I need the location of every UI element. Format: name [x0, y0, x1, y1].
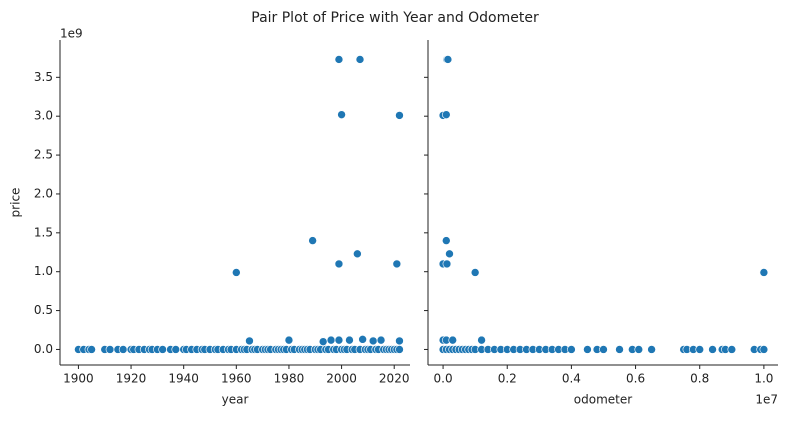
x-tick-label: 0.0	[434, 372, 453, 386]
scatter-point	[171, 345, 181, 354]
x-tick-label: 0.6	[626, 372, 645, 386]
scatter-point	[326, 335, 336, 345]
scatter-point	[442, 259, 452, 269]
scatter-point	[232, 268, 241, 277]
scatter-point	[615, 345, 624, 354]
y-axis-label: price	[9, 188, 23, 218]
scatter-point	[634, 345, 644, 354]
scatter-point	[353, 249, 362, 259]
x-tick-label: 1980	[274, 372, 305, 386]
y-tick-label: 1.5	[34, 225, 53, 239]
scatter-point	[583, 345, 592, 354]
scatter-point	[376, 335, 386, 345]
scatter-point	[441, 110, 451, 119]
scatter-point	[334, 55, 344, 64]
x-tick-label: 1900	[63, 372, 94, 386]
scatter-point	[337, 110, 346, 119]
x-axis-label: year	[222, 393, 249, 407]
y-tick-label: 2.0	[34, 186, 53, 200]
scatter-point	[105, 345, 115, 354]
scatter-point	[345, 335, 354, 345]
scatter-point	[759, 268, 769, 277]
scatter-point	[708, 345, 717, 354]
scatter-point	[158, 345, 167, 354]
x-tick-label: 1.0	[754, 372, 773, 386]
y-tick-label: 1.0	[34, 264, 53, 278]
scatter-point	[567, 345, 576, 354]
x-tick-label: 2020	[379, 372, 410, 386]
scatter-point	[392, 259, 402, 269]
x-axis-label: odometer	[574, 393, 632, 407]
scatter-point	[358, 335, 367, 344]
scatter-point	[395, 345, 404, 354]
scatter-point	[245, 336, 254, 346]
scatter-point	[395, 336, 404, 346]
scatter-point	[599, 345, 608, 354]
x-tick-label: 1920	[116, 372, 147, 386]
y-tick-label: 0.5	[34, 303, 53, 317]
scatter-point	[355, 55, 365, 64]
x-tick-label: 2000	[326, 372, 357, 386]
scatter-point	[334, 259, 344, 269]
scatter-point	[441, 236, 451, 245]
scatter-point	[443, 55, 453, 64]
scatter-point	[118, 345, 128, 354]
chart-title: Pair Plot of Price with Year and Odomete…	[251, 10, 539, 26]
scatter-point	[727, 345, 737, 354]
y-tick-label: 3.5	[34, 70, 53, 84]
scatter-point	[470, 268, 480, 277]
scatter-point	[445, 249, 454, 259]
scatter-point	[318, 337, 328, 346]
scatter-point	[647, 345, 656, 354]
x-tick-label: 0.2	[498, 372, 517, 386]
scatter-point	[759, 345, 769, 354]
scatter-point	[477, 335, 486, 345]
x-tick-label: 1940	[168, 372, 199, 386]
scatter-point	[448, 335, 458, 345]
x-tick-label: 0.8	[690, 372, 709, 386]
y-tick-label: 0.0	[34, 342, 53, 356]
y-offset: 1e9	[60, 27, 83, 41]
scatter-point	[368, 336, 378, 346]
x-offset: 1e7	[755, 393, 778, 407]
y-tick-label: 3.0	[34, 109, 53, 123]
scatter-point	[395, 111, 404, 120]
scatter-point	[87, 345, 96, 354]
scatter-point	[284, 335, 294, 345]
scatter-point	[334, 335, 344, 345]
y-tick-label: 2.5	[34, 148, 53, 162]
x-tick-label: 0.4	[562, 372, 581, 386]
scatter-point	[308, 236, 317, 245]
x-tick-label: 1960	[221, 372, 252, 386]
scatter-point	[695, 345, 705, 354]
